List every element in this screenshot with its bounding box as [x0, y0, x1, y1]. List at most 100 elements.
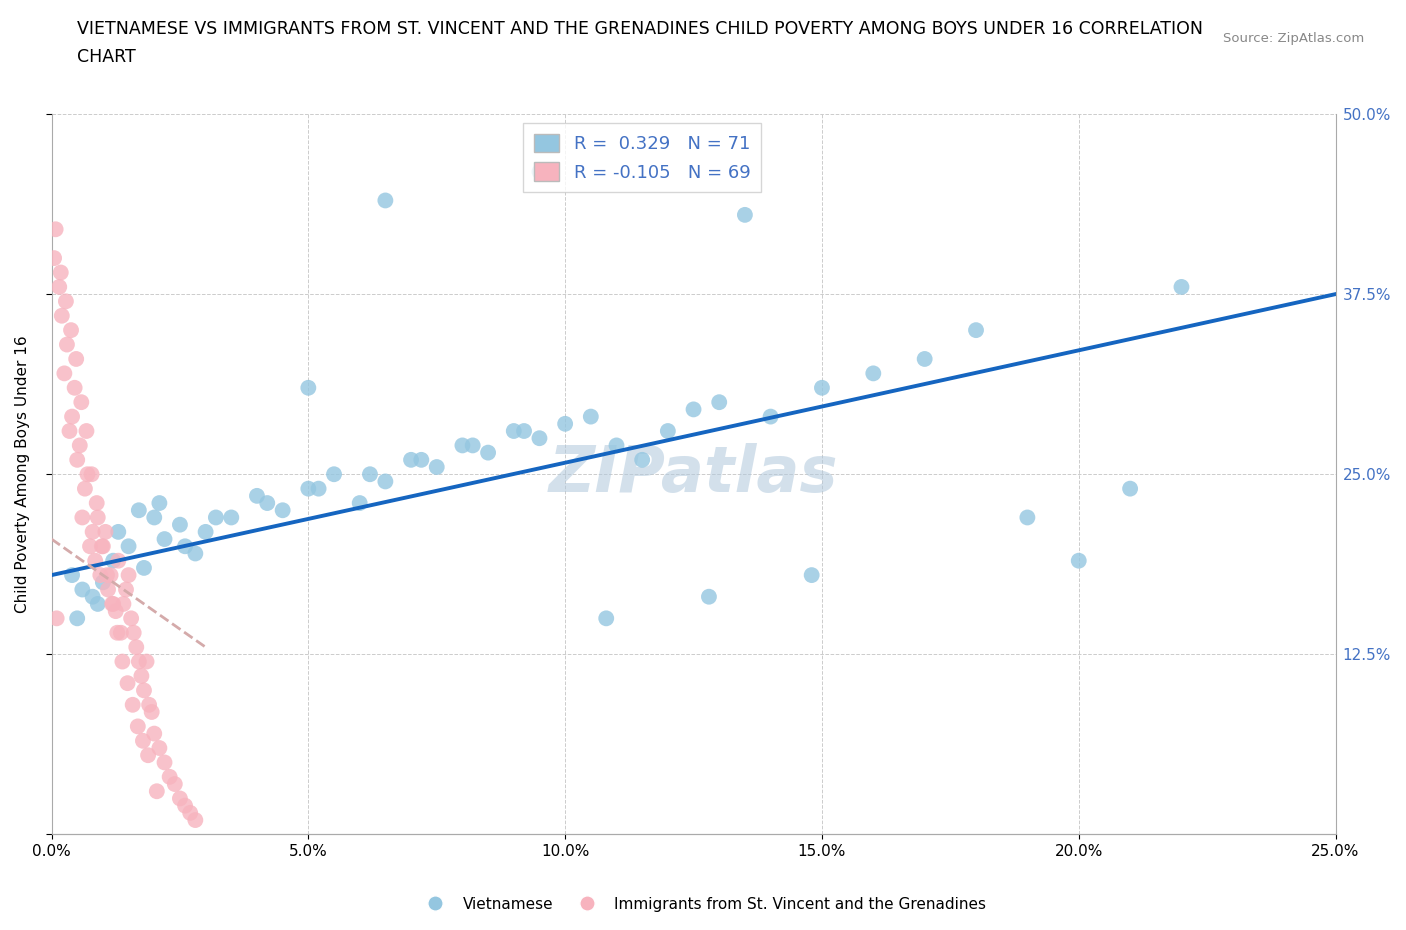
Legend: Vietnamese, Immigrants from St. Vincent and the Grenadines: Vietnamese, Immigrants from St. Vincent …	[413, 891, 993, 918]
Point	[451, 438, 474, 453]
Point	[1119, 481, 1142, 496]
Point	[120, 611, 142, 626]
Point	[58, 423, 80, 438]
Point	[136, 748, 159, 763]
Point	[117, 538, 139, 553]
Text: VIETNAMESE VS IMMIGRANTS FROM ST. VINCENT AND THE GRENADINES CHILD POVERTY AMONG: VIETNAMESE VS IMMIGRANTS FROM ST. VINCEN…	[77, 20, 1204, 38]
Point	[112, 596, 135, 611]
Point	[308, 481, 330, 496]
Point	[169, 517, 191, 532]
Point	[97, 582, 120, 597]
Point	[96, 567, 118, 582]
Point	[101, 553, 124, 568]
Point	[66, 452, 89, 467]
Point	[143, 510, 166, 525]
Point	[374, 193, 396, 208]
Point	[94, 525, 117, 539]
Point	[135, 654, 157, 669]
Point	[128, 654, 150, 669]
Point	[153, 755, 176, 770]
Point	[205, 510, 228, 525]
Point	[141, 705, 163, 720]
Point	[374, 474, 396, 489]
Point	[49, 265, 72, 280]
Point	[759, 409, 782, 424]
Point	[529, 431, 551, 445]
Point	[965, 323, 987, 338]
Point	[111, 654, 134, 669]
Point	[179, 805, 201, 820]
Point	[862, 365, 884, 380]
Point	[131, 669, 153, 684]
Point	[132, 683, 155, 698]
Point	[1067, 553, 1090, 568]
Point	[697, 590, 720, 604]
Point	[349, 496, 371, 511]
Point	[221, 510, 243, 525]
Point	[914, 352, 936, 366]
Point	[800, 567, 823, 582]
Point	[89, 567, 111, 582]
Point	[66, 611, 89, 626]
Point	[163, 777, 186, 791]
Point	[82, 525, 104, 539]
Point	[554, 417, 576, 432]
Point	[246, 488, 269, 503]
Point	[426, 459, 449, 474]
Point	[60, 409, 83, 424]
Point	[734, 207, 756, 222]
Point	[63, 380, 86, 395]
Point	[682, 402, 704, 417]
Point	[297, 481, 319, 496]
Point	[91, 575, 114, 590]
Point	[73, 481, 96, 496]
Point	[194, 525, 217, 539]
Point	[84, 553, 107, 568]
Point	[69, 438, 91, 453]
Text: ZIPatlas: ZIPatlas	[548, 444, 838, 505]
Point	[461, 438, 484, 453]
Point	[72, 582, 94, 597]
Point	[128, 503, 150, 518]
Point	[90, 538, 112, 553]
Point	[148, 740, 170, 755]
Point	[45, 611, 67, 626]
Point	[153, 532, 176, 547]
Point	[174, 798, 197, 813]
Point	[53, 365, 76, 380]
Point	[79, 538, 101, 553]
Point	[101, 596, 124, 611]
Point	[595, 611, 617, 626]
Point	[76, 467, 98, 482]
Text: CHART: CHART	[77, 48, 136, 66]
Point	[86, 496, 108, 511]
Point	[132, 561, 155, 576]
Point	[579, 409, 602, 424]
Y-axis label: Child Poverty Among Boys Under 16: Child Poverty Among Boys Under 16	[15, 336, 30, 613]
Legend: R =  0.329   N = 71, R = -0.105   N = 69: R = 0.329 N = 71, R = -0.105 N = 69	[523, 123, 761, 193]
Point	[1170, 280, 1192, 295]
Point	[657, 423, 679, 438]
Point	[1017, 510, 1039, 525]
Point	[297, 380, 319, 395]
Point	[184, 546, 207, 561]
Text: Source: ZipAtlas.com: Source: ZipAtlas.com	[1223, 32, 1364, 45]
Point	[55, 294, 77, 309]
Point	[121, 698, 143, 712]
Point	[87, 510, 110, 525]
Point	[65, 352, 87, 366]
Point	[174, 538, 197, 553]
Point	[811, 380, 834, 395]
Point	[323, 467, 346, 482]
Point	[256, 496, 278, 511]
Point	[56, 337, 79, 352]
Point	[477, 445, 499, 460]
Point	[148, 496, 170, 511]
Point	[271, 503, 294, 518]
Point	[42, 251, 65, 266]
Point	[101, 596, 124, 611]
Point	[399, 452, 422, 467]
Point	[104, 604, 127, 618]
Point	[70, 394, 93, 409]
Point	[117, 567, 139, 582]
